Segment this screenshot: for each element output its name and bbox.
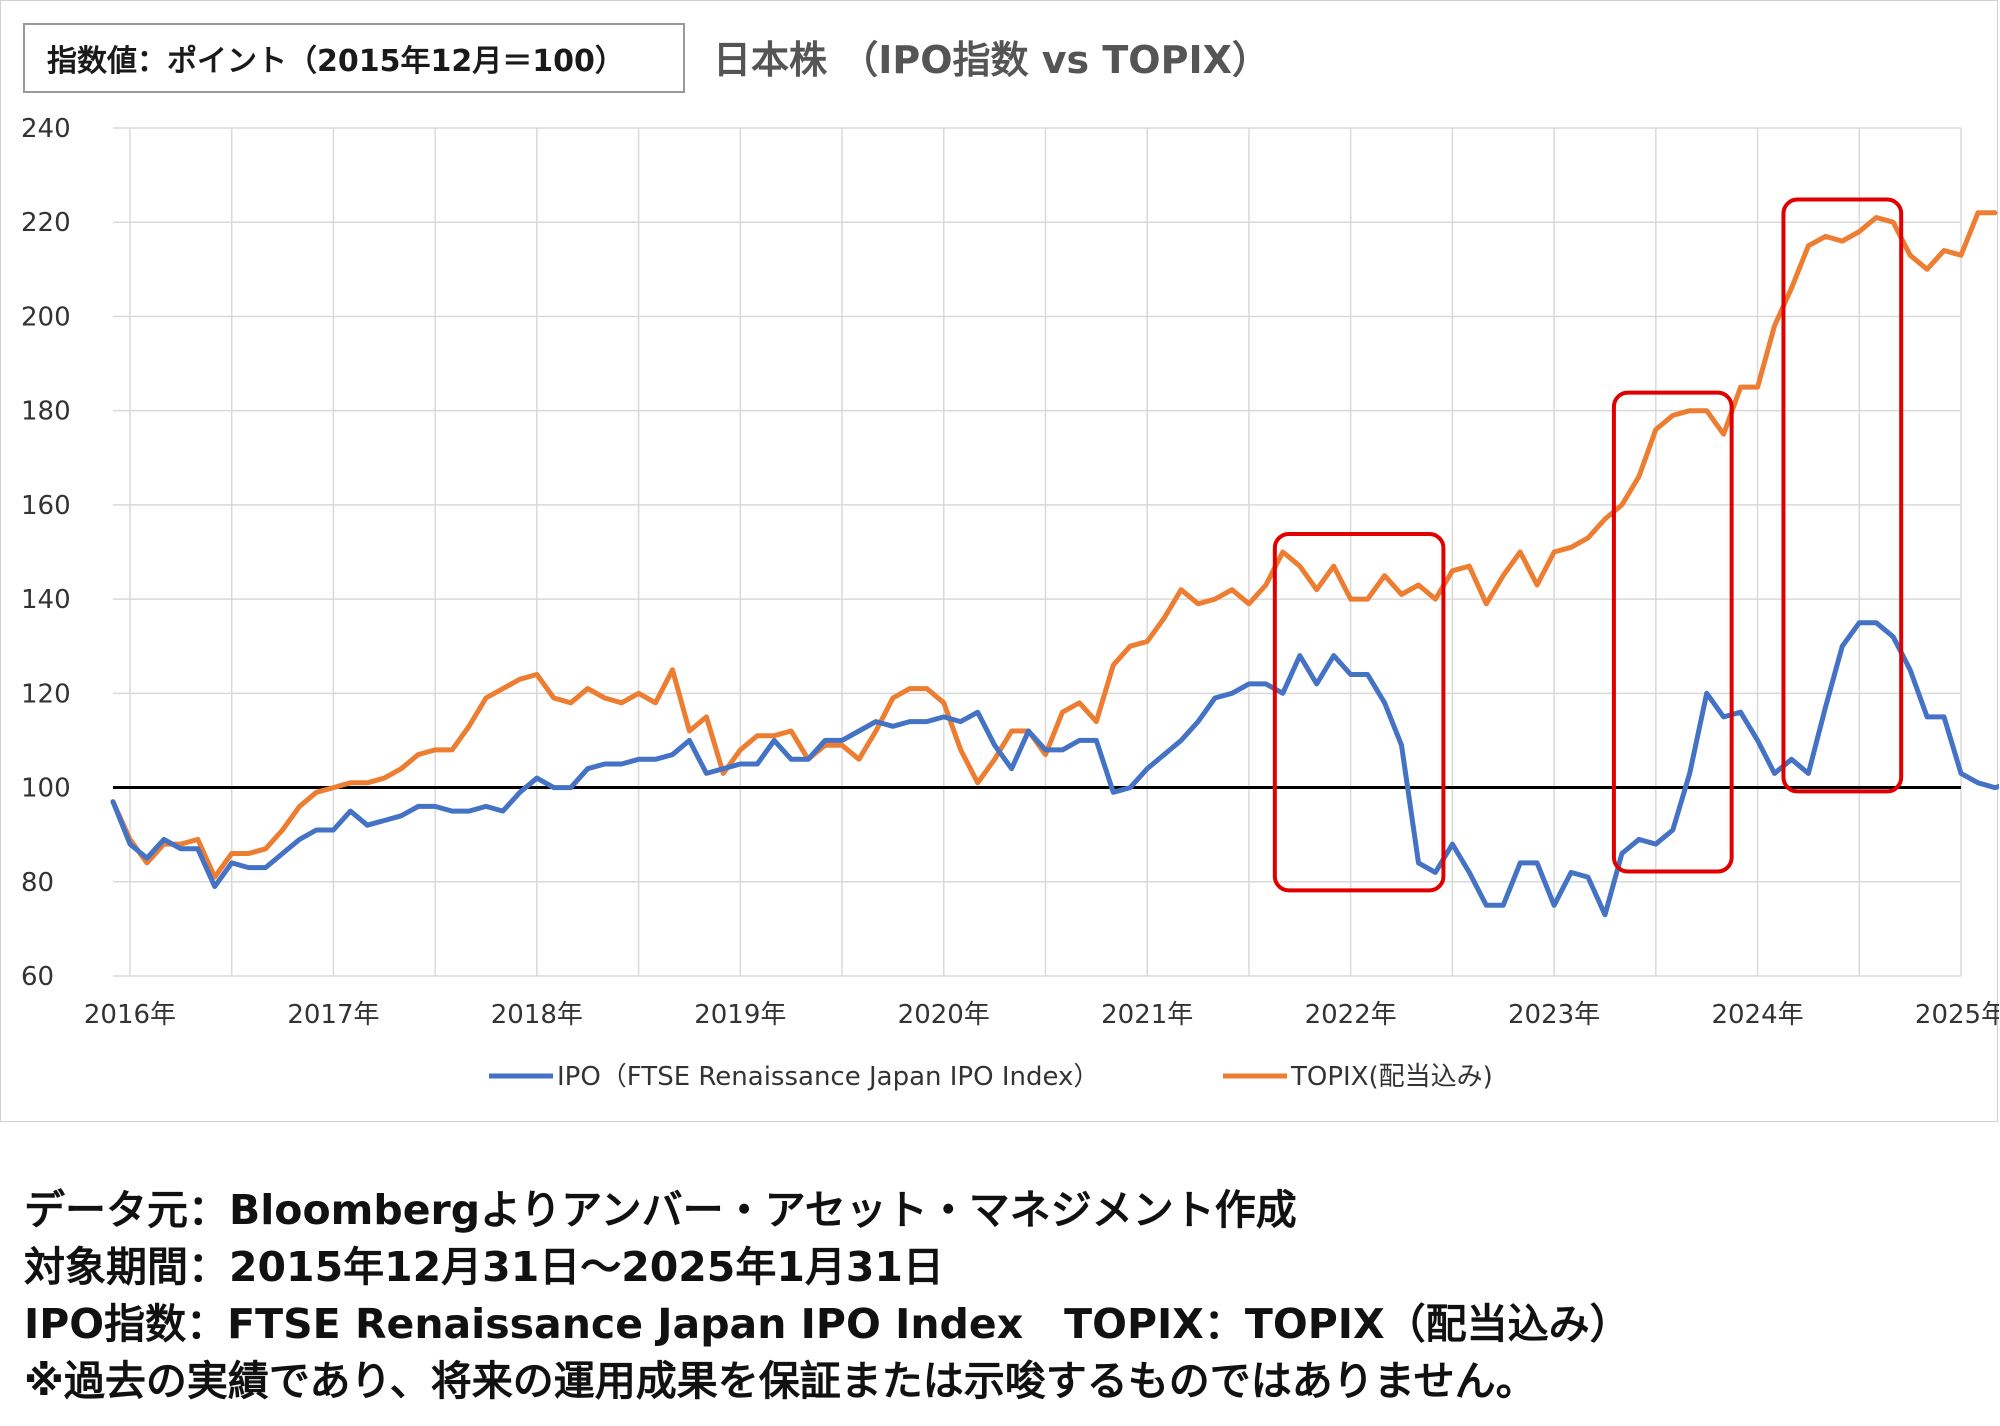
y-tick-label: 200 xyxy=(21,302,71,332)
x-tick-label: 2020年 xyxy=(898,1000,990,1030)
note-disclaimer: ※過去の実績であり、将来の運用成果を保証または示唆するものではありません。 xyxy=(24,1357,1537,1405)
x-tick-label: 2021年 xyxy=(1101,1000,1193,1030)
x-tick-label: 2025年 xyxy=(1915,1000,1999,1030)
highlight-box xyxy=(1781,197,1904,794)
y-tick-label: 80 xyxy=(21,868,54,898)
y-axis-ticks: 60 80 100 120 140 160 180 200 220 240 xyxy=(21,114,71,992)
x-tick-label: 2019年 xyxy=(694,1000,786,1030)
legend-ipo-label: IPO（FTSE Renaissance Japan IPO Index） xyxy=(557,1062,1099,1092)
y-tick-label: 120 xyxy=(21,679,71,709)
y-tick-label: 100 xyxy=(21,774,71,804)
grid-lines xyxy=(113,127,1962,977)
chart-title: 日本株 （IPO指数 vs TOPIX） xyxy=(713,38,1270,82)
x-tick-label: 2016年 xyxy=(84,1000,176,1030)
y-tick-label: 240 xyxy=(21,114,71,144)
x-tick-label: 2024年 xyxy=(1711,1000,1803,1030)
series-lines xyxy=(110,210,1999,918)
x-tick-label: 2022年 xyxy=(1305,1000,1397,1030)
x-tick-label: 2018年 xyxy=(491,1000,583,1030)
highlight-box xyxy=(1611,390,1734,874)
note-data-source: データ元：Bloombergよりアンバー・アセット・マネジメント作成 xyxy=(24,1186,1297,1234)
y-tick-label: 160 xyxy=(21,491,71,521)
x-tick-label: 2023年 xyxy=(1508,1000,1600,1030)
y-tick-label: 180 xyxy=(21,397,71,427)
footnotes: データ元：Bloombergよりアンバー・アセット・マネジメント作成 対象期間：… xyxy=(24,1182,1974,1410)
ipo-series-line xyxy=(110,620,1999,918)
topix-series-line xyxy=(110,210,1998,880)
x-axis-ticks: 2016年 2017年 2018年 2019年 2020年 2021年 2022年 2023年… xyxy=(84,1000,1999,1030)
highlight-box xyxy=(1272,532,1446,893)
y-unit-label: 指数値：ポイント（2015年12月＝100） xyxy=(23,23,685,93)
y-tick-label: 140 xyxy=(21,585,71,615)
y-tick-label: 220 xyxy=(21,208,71,238)
y-tick-label: 60 xyxy=(21,962,54,992)
note-period: 対象期間：2015年12月31日～2025年1月31日 xyxy=(24,1243,944,1291)
note-indices: IPO指数：FTSE Renaissance Japan IPO Index T… xyxy=(24,1300,1631,1348)
chart-panel: 指数値：ポイント（2015年12月＝100） 日本株 （IPO指数 vs TOP… xyxy=(0,0,1999,1122)
highlight-boxes xyxy=(1272,197,1904,893)
x-tick-label: 2017年 xyxy=(287,1000,379,1030)
legend-topix-label: TOPIX(配当込み) xyxy=(1290,1062,1493,1092)
legend: IPO（FTSE Renaissance Japan IPO Index） TOP… xyxy=(489,1062,1493,1092)
